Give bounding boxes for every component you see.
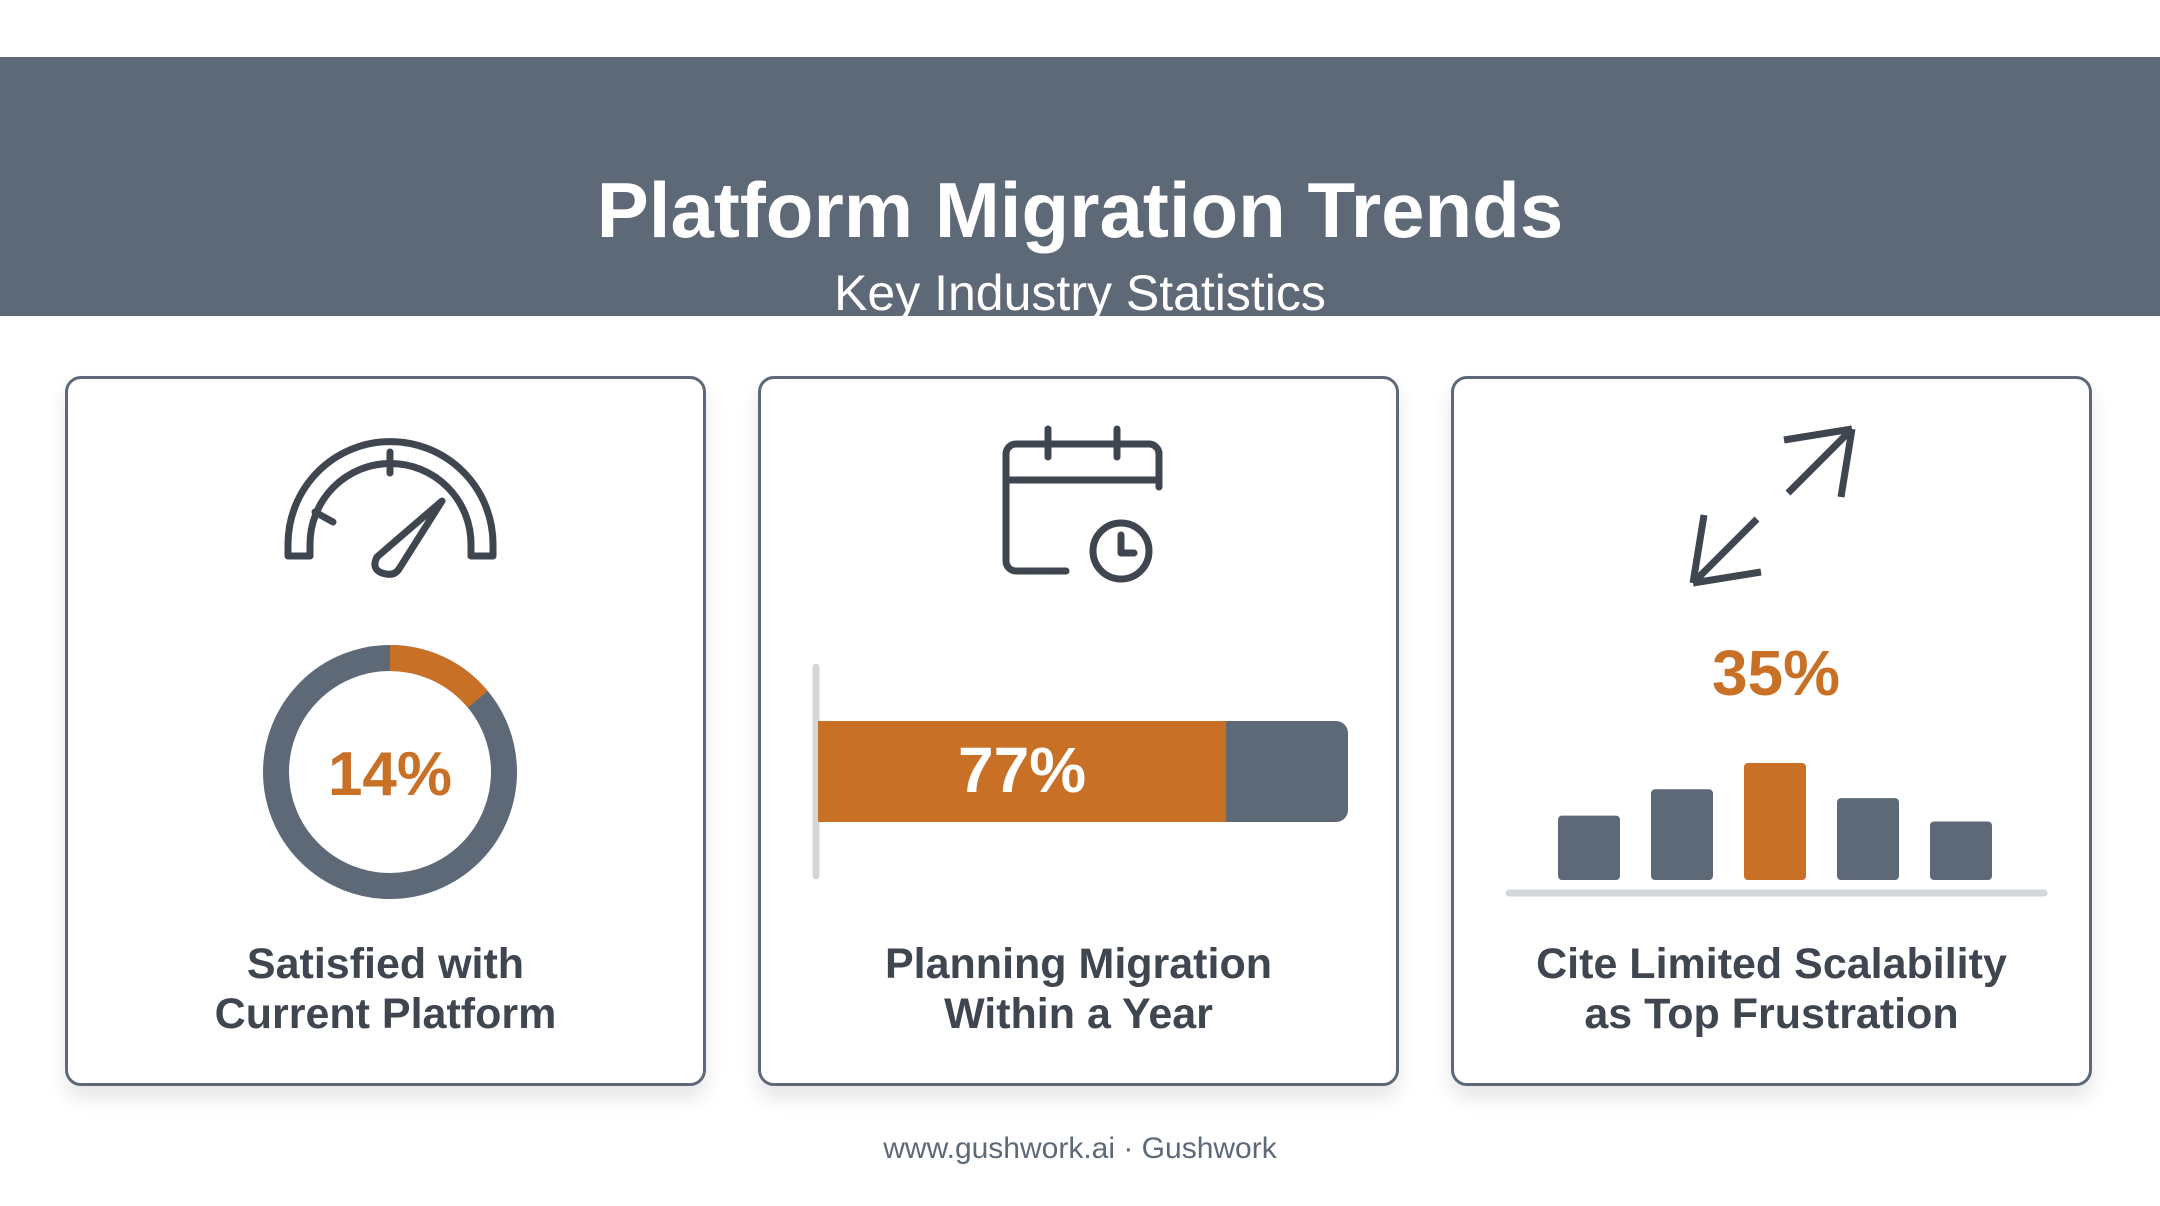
card-label-line-2: Current Platform — [214, 990, 557, 1038]
column-bar — [1837, 798, 1899, 880]
card-label-line-1: Satisfied with — [246, 940, 525, 988]
page-title: Platform Migration Trends — [596, 166, 1564, 254]
card-2-graphics: 77% — [812, 425, 1348, 880]
column-bars — [1558, 763, 1992, 880]
donut-segment-satisfied — [389, 645, 488, 708]
column-bar — [1558, 815, 1620, 880]
card-label-line-2: Within a Year — [944, 990, 1213, 1038]
card-label-line-1: Planning Migration — [885, 940, 1272, 988]
card-label: Planning Migration Within a Year — [781, 939, 1376, 1039]
card-label: Cite Limited Scalability as Top Frustrat… — [1474, 939, 2069, 1039]
column-bar-highlighted — [1744, 763, 1806, 880]
progress-value-label: 77% — [958, 734, 1086, 806]
card-label-line-1: Cite Limited Scalability — [1536, 940, 2007, 988]
card-label: Satisfied with Current Platform — [88, 939, 683, 1039]
header-banner: Platform Migration Trends Key Industry S… — [0, 57, 2160, 321]
column-bar — [1651, 789, 1713, 880]
card-3-graphics: 35% — [1505, 425, 2048, 897]
stat-card-scalability: 35% Cite Limited Scalability as Top Frus… — [1451, 376, 2092, 1086]
stat-card-planning: 77% Planning Migration Within a Year — [758, 376, 1399, 1086]
card-1-graphics: 14% — [263, 438, 517, 899]
highlight-value-label: 35% — [1712, 637, 1840, 709]
expand-arrows-icon — [1689, 425, 1856, 587]
stat-card-satisfied: 14% Satisfied with Current Platform — [65, 376, 706, 1086]
progress-fill — [818, 721, 1227, 822]
donut-value-label: 14% — [328, 740, 452, 809]
footer-attribution: www.gushwork.ai · Gushwork — [883, 1132, 1277, 1165]
calendar-clock-icon — [1002, 425, 1163, 583]
donut-chart: 14% — [263, 645, 517, 899]
column-bar — [1930, 821, 1992, 880]
card-label-line-2: as Top Frustration — [1584, 990, 1959, 1038]
speedometer-icon — [284, 438, 497, 578]
page-subtitle: Key Industry Statistics — [834, 265, 1326, 321]
